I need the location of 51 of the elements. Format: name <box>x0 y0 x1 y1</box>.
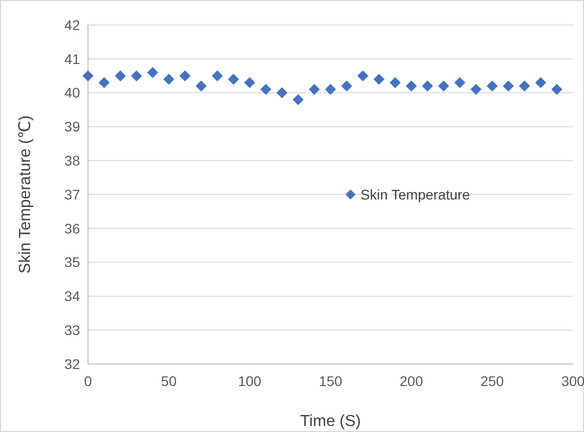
y-tick-label: 38 <box>64 152 80 168</box>
point <box>244 77 256 88</box>
point <box>535 77 546 88</box>
point <box>502 80 514 92</box>
x-tick-label: 100 <box>238 373 262 389</box>
point <box>438 80 450 92</box>
y-tick-label: 40 <box>64 84 80 101</box>
point <box>196 80 207 92</box>
legend-label: Skin Temperature <box>360 186 470 202</box>
y-tick-label: 39 <box>64 118 80 135</box>
point <box>551 84 562 95</box>
point <box>357 70 368 82</box>
y-tick-label: 36 <box>64 220 80 236</box>
point <box>341 80 352 92</box>
point <box>519 80 530 92</box>
x-tick-label: 50 <box>161 373 177 389</box>
y-axis-title: Skin Temperature (℃) <box>17 115 34 274</box>
point <box>98 77 110 88</box>
y-tick-label: 42 <box>64 16 80 33</box>
x-tick-label: 150 <box>318 373 342 389</box>
point <box>276 87 288 98</box>
point <box>260 84 272 95</box>
y-tick-label: 37 <box>64 186 80 202</box>
point <box>325 84 336 95</box>
point <box>454 77 466 88</box>
point <box>131 70 142 82</box>
x-axis-title: Time (S) <box>300 413 361 430</box>
x-tick-label: 250 <box>480 373 504 389</box>
y-tick-label: 32 <box>64 356 80 372</box>
point <box>212 70 223 82</box>
point <box>470 84 482 95</box>
point <box>308 84 320 95</box>
x-tick-label: 200 <box>400 373 424 389</box>
point <box>422 80 433 92</box>
point <box>406 80 417 92</box>
point <box>180 70 190 82</box>
x-tick-label: 0 <box>84 373 92 389</box>
point <box>114 70 126 82</box>
point <box>486 80 498 92</box>
y-tick-label: 41 <box>64 50 80 67</box>
point <box>374 74 384 85</box>
y-tick-label: 35 <box>64 254 80 270</box>
point <box>163 74 174 85</box>
point <box>147 66 158 78</box>
point <box>390 77 401 88</box>
x-tick-label: 300 <box>561 373 584 389</box>
point <box>228 74 239 85</box>
y-tick-label: 34 <box>64 288 80 304</box>
point <box>292 94 304 106</box>
point <box>82 70 94 82</box>
y-tick-label: 33 <box>64 322 80 338</box>
